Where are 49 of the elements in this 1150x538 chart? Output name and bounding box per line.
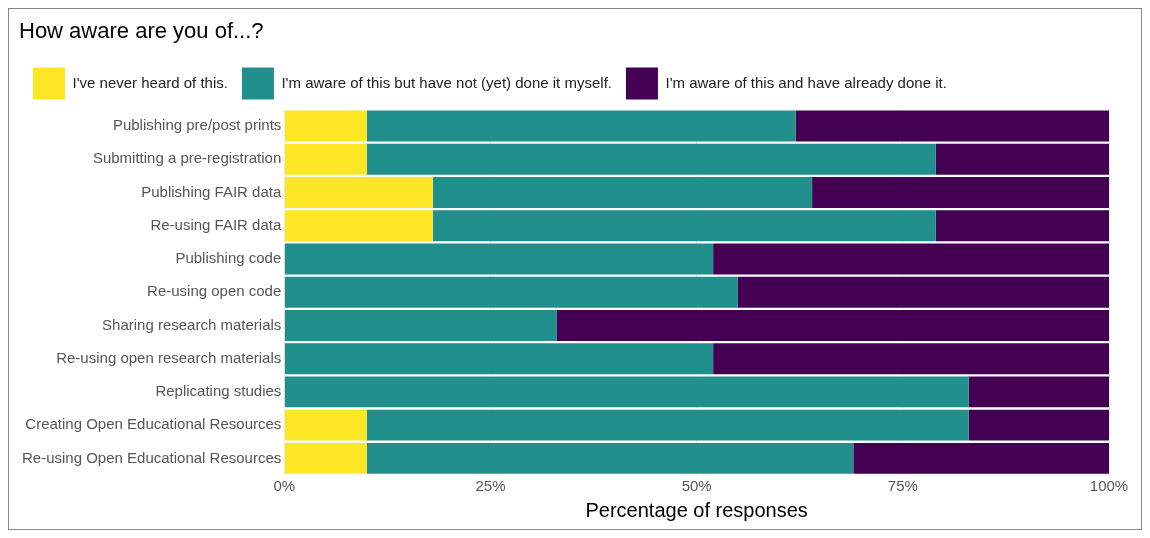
y-tick-label: Re-using FAIR data [150,215,282,233]
y-tick-label: Replicating studies [155,382,282,400]
y-tick-label: Publishing FAIR data [141,182,282,200]
x-tick-label: 25% [475,477,506,495]
bar [935,210,1109,242]
bar [935,143,1109,175]
bar [968,409,1109,441]
bar [968,376,1109,408]
bar [284,409,367,441]
x-tick-label: 75% [887,477,918,495]
bar [366,409,969,441]
bar [713,243,1109,275]
chart-title: How aware are you of...? [19,18,264,44]
bar [366,143,936,175]
bar [713,343,1109,375]
y-tick-label: Re-using open research materials [56,348,282,366]
y-tick-label: Sharing research materials [102,315,282,333]
legend-label: I'm aware of this but have not (yet) done it myself. [281,73,612,91]
bar [737,276,1109,308]
bar [284,442,367,474]
legend-label: I've never heard of this. [72,73,228,91]
bar [432,177,813,208]
bar [284,276,738,308]
bar [284,243,714,275]
bar [853,442,1109,474]
bar [366,110,796,142]
bar [795,110,1109,142]
y-tick-label: Publishing pre/post prints [112,116,282,134]
y-tick-label: Creating Open Educational Resources [25,415,282,433]
bar [284,110,367,142]
bar [284,309,557,341]
bar [284,177,433,208]
bar [556,309,1109,341]
x-tick-label: 100% [1089,477,1129,495]
x-axis-title: Percentage of responses [585,498,808,521]
x-tick-label: 0% [273,477,296,495]
bar [284,210,433,242]
y-tick-label: Re-using open code [147,282,282,300]
y-tick-label: Submitting a pre-registration [92,149,282,167]
y-tick-label: Re-using Open Educational Resources [21,448,282,466]
bar [284,376,969,408]
bar [284,343,714,375]
bar [366,442,854,474]
bar [432,210,936,242]
x-tick-label: 50% [681,477,712,495]
bar [812,177,1109,208]
y-tick-label: Publishing code [175,249,282,267]
bar [284,143,367,175]
legend-label: I'm aware of this and have already done it. [665,73,947,91]
